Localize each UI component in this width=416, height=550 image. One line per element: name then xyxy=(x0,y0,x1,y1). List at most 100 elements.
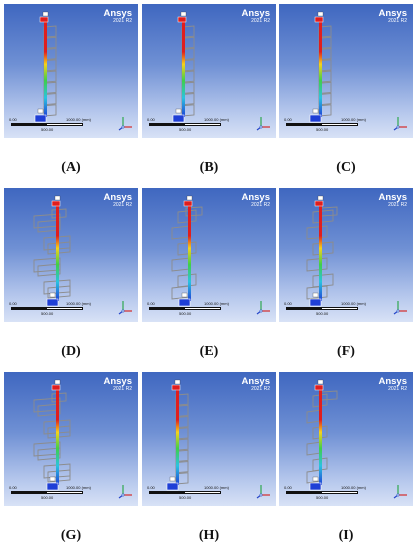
scale-bar: 0.00 1000.00 (mm) 500.00 xyxy=(8,301,91,317)
ansys-logo: Ansys 2021 R2 xyxy=(378,193,407,208)
scale-start-label: 0.00 xyxy=(9,117,17,122)
viewport-panel-9[interactable]: Ansys 2021 R2 0.00 1000.00 (mm) 500.00 xyxy=(279,372,413,506)
version-label: 2021 R2 xyxy=(113,385,132,392)
scale-bar-graphic xyxy=(149,307,221,310)
ansys-logo: Ansys 2021 R2 xyxy=(241,377,270,392)
min-marker xyxy=(172,114,185,123)
scale-start-label: 0.00 xyxy=(147,117,155,122)
axis-triad-icon[interactable] xyxy=(393,483,409,499)
axis-triad-icon[interactable] xyxy=(256,299,272,315)
structure-model xyxy=(171,195,203,307)
scale-bar-graphic xyxy=(11,123,83,126)
version-label: 2021 R2 xyxy=(388,385,407,392)
ansys-logo: Ansys 2021 R2 xyxy=(103,193,132,208)
viewport-panel-8[interactable]: Ansys 2021 R2 0.00 1000.00 (mm) 500.00 xyxy=(142,372,276,506)
brand-name: Ansys xyxy=(378,192,407,203)
frame-boxes xyxy=(171,206,203,300)
scale-start-label: 0.00 xyxy=(9,485,17,490)
scale-bar-graphic xyxy=(149,491,221,494)
frame-boxes xyxy=(43,25,57,117)
scale-end-label: 1000.00 (mm) xyxy=(341,485,366,490)
scale-bar: 0.00 1000.00 (mm) 500.00 xyxy=(8,117,91,133)
scale-bar-graphic xyxy=(286,491,358,494)
viewport-panel-7[interactable]: Ansys 2021 R2 0.00 1000.00 (mm) 500.00 xyxy=(4,372,138,506)
ansys-logo: Ansys 2021 R2 xyxy=(103,9,132,24)
viewport-panel-4[interactable]: Ansys 2021 R2 0.00 1000.00 (mm) 500.00 xyxy=(4,188,138,322)
frame-boxes xyxy=(33,208,71,299)
scale-start-label: 0.00 xyxy=(9,301,17,306)
min-marker xyxy=(309,482,322,491)
scale-bar: 0.00 1000.00 (mm) 500.00 xyxy=(283,485,366,501)
panel-caption: (E) xyxy=(199,344,219,359)
structure-model xyxy=(306,195,338,307)
min-marker xyxy=(309,298,322,307)
scale-bar-graphic xyxy=(286,123,358,126)
frame-boxes xyxy=(306,390,338,484)
max-marker xyxy=(51,200,61,207)
result-column xyxy=(319,21,322,117)
axis-triad-icon[interactable] xyxy=(118,115,134,131)
axis-triad-icon[interactable] xyxy=(118,483,134,499)
scale-mid-label: 500.00 xyxy=(41,311,54,316)
result-column xyxy=(319,389,322,485)
axis-triad-icon[interactable] xyxy=(118,299,134,315)
min-marker xyxy=(46,298,59,307)
axis-triad-icon[interactable] xyxy=(256,483,272,499)
scale-bar-graphic xyxy=(11,491,83,494)
panel-caption: (F) xyxy=(337,344,355,359)
scale-bar: 0.00 1000.00 (mm) 500.00 xyxy=(146,117,229,133)
result-column xyxy=(182,21,185,117)
scale-start-label: 0.00 xyxy=(147,301,155,306)
brand-name: Ansys xyxy=(378,8,407,19)
scale-start-label: 0.00 xyxy=(284,117,292,122)
structure-model xyxy=(33,379,71,491)
scale-mid-label: 500.00 xyxy=(179,127,192,132)
brand-name: Ansys xyxy=(378,376,407,387)
brand-name: Ansys xyxy=(241,192,270,203)
viewport-panel-1[interactable]: Ansys 2021 R2 0.00 1000.00 (mm) 500.00 xyxy=(4,4,138,138)
structure-model xyxy=(309,11,332,123)
scale-mid-label: 500.00 xyxy=(316,495,329,500)
axis-triad-icon[interactable] xyxy=(393,299,409,315)
scale-bar-graphic xyxy=(286,307,358,310)
scale-mid-label: 500.00 xyxy=(41,495,54,500)
scale-end-label: 1000.00 (mm) xyxy=(341,117,366,122)
viewport-panel-6[interactable]: Ansys 2021 R2 0.00 1000.00 (mm) 500.00 xyxy=(279,188,413,322)
viewport-panel-3[interactable]: Ansys 2021 R2 0.00 1000.00 (mm) 500.00 xyxy=(279,4,413,138)
frame-boxes xyxy=(33,392,71,483)
max-marker xyxy=(314,200,324,207)
panel-caption: (B) xyxy=(199,160,219,175)
scale-end-label: 1000.00 (mm) xyxy=(341,301,366,306)
scale-start-label: 0.00 xyxy=(284,485,292,490)
scale-bar: 0.00 1000.00 (mm) 500.00 xyxy=(146,485,229,501)
structure-model xyxy=(172,11,195,123)
ansys-logo: Ansys 2021 R2 xyxy=(103,377,132,392)
max-marker xyxy=(177,16,187,23)
scale-mid-label: 500.00 xyxy=(41,127,54,132)
viewport-panel-2[interactable]: Ansys 2021 R2 0.00 1000.00 (mm) 500.00 xyxy=(142,4,276,138)
max-marker xyxy=(314,16,324,23)
scale-bar: 0.00 1000.00 (mm) 500.00 xyxy=(283,301,366,317)
ansys-logo: Ansys 2021 R2 xyxy=(378,377,407,392)
min-marker xyxy=(166,482,179,491)
result-column xyxy=(319,205,322,301)
panel-caption: (C) xyxy=(336,160,356,175)
scale-end-label: 1000.00 (mm) xyxy=(204,301,229,306)
max-marker xyxy=(171,384,181,391)
axis-triad-icon[interactable] xyxy=(256,115,272,131)
ansys-logo: Ansys 2021 R2 xyxy=(241,9,270,24)
scale-mid-label: 500.00 xyxy=(316,127,329,132)
brand-name: Ansys xyxy=(103,192,132,203)
viewport-panel-5[interactable]: Ansys 2021 R2 0.00 1000.00 (mm) 500.00 xyxy=(142,188,276,322)
result-column xyxy=(56,389,59,485)
ansys-logo: Ansys 2021 R2 xyxy=(378,9,407,24)
scale-start-label: 0.00 xyxy=(147,485,155,490)
panel-caption: (A) xyxy=(61,160,81,175)
axis-triad-icon[interactable] xyxy=(393,115,409,131)
min-marker xyxy=(34,114,47,123)
scale-bar-graphic xyxy=(149,123,221,126)
ansys-logo: Ansys 2021 R2 xyxy=(241,193,270,208)
version-label: 2021 R2 xyxy=(251,201,270,208)
max-marker xyxy=(39,16,49,23)
